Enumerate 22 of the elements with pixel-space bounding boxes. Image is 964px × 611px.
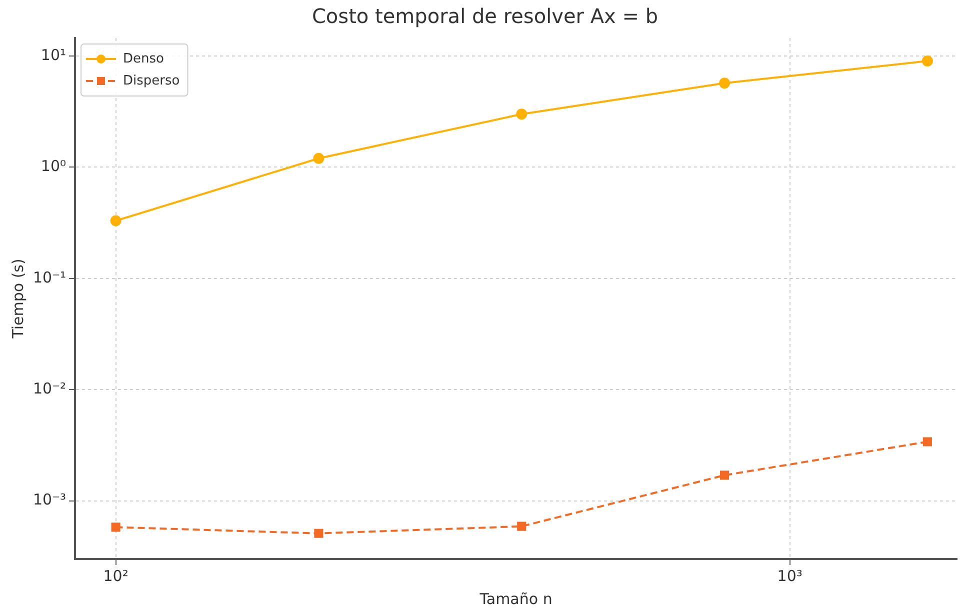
point — [516, 108, 528, 120]
legend-label: Denso — [123, 51, 164, 66]
point — [111, 522, 120, 532]
point — [313, 152, 324, 164]
point — [719, 78, 730, 89]
y-axis-title: Tiempo (s) — [8, 258, 27, 340]
point — [720, 470, 730, 480]
y-tick-label: 10⁻³ — [32, 490, 66, 509]
legend-label: Disperso — [123, 73, 180, 88]
y-tick-label: 10⁻¹ — [32, 268, 66, 286]
point — [922, 56, 933, 67]
chart-title: Costo temporal de resolver Ax = b — [312, 4, 658, 28]
y-tick-label: 10¹ — [40, 46, 66, 64]
x-axis-title: Tamaño n — [478, 590, 552, 608]
y-tick-label: 10⁻² — [32, 380, 66, 398]
point — [922, 437, 932, 446]
x-tick-label: 10² — [103, 566, 128, 585]
point — [314, 528, 324, 538]
point — [517, 522, 526, 531]
x-tick-label: 10³ — [777, 566, 802, 585]
y-tick-label: 10⁰ — [40, 157, 66, 176]
point — [110, 215, 122, 226]
